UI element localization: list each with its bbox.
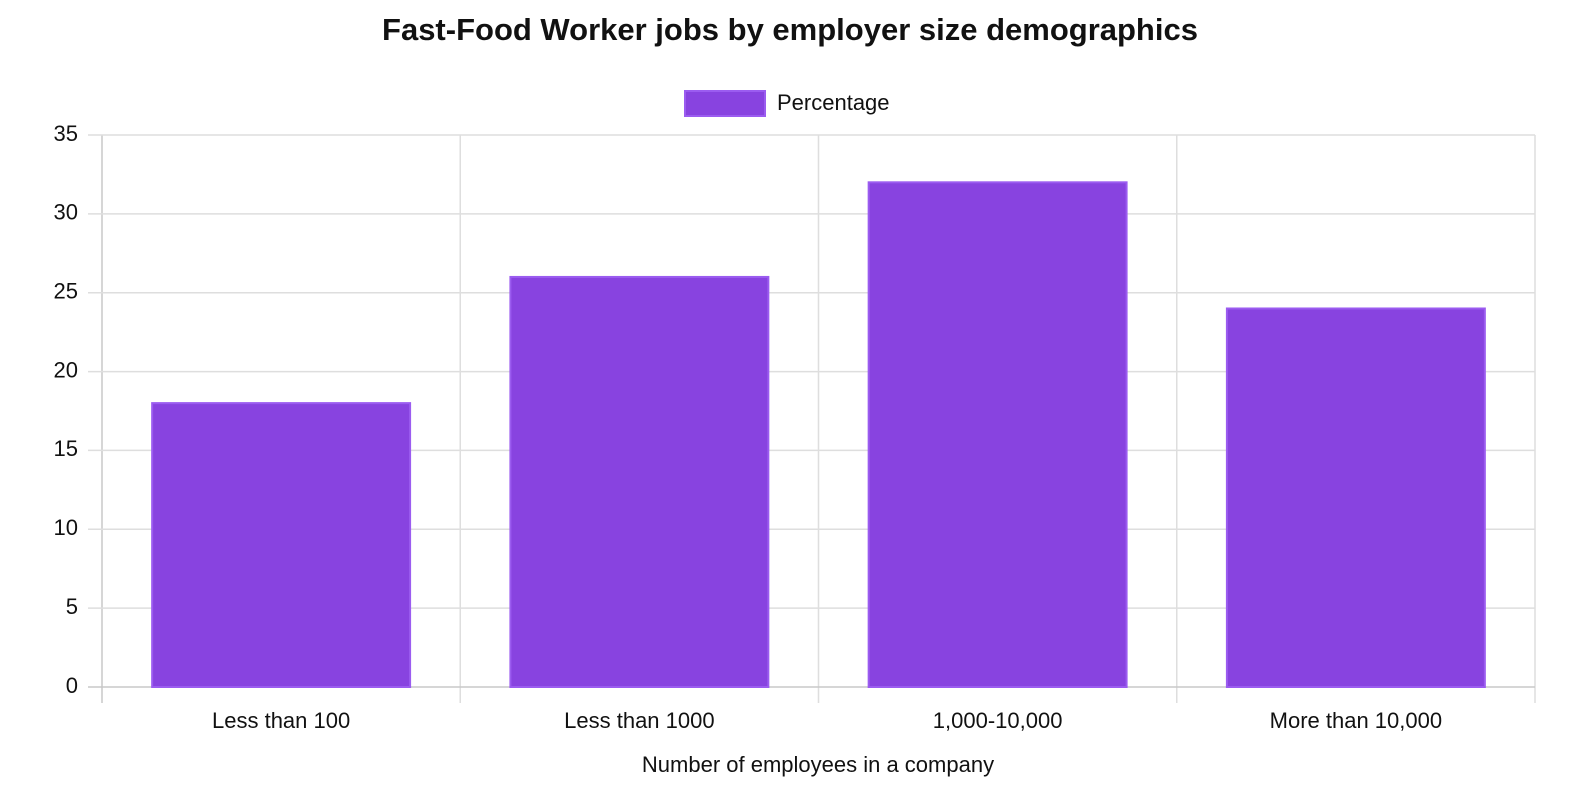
legend-swatch [684,90,766,117]
x-tick-label: Less than 100 [212,708,350,733]
y-tick-label: 20 [54,357,78,382]
y-tick-label: 30 [54,200,78,225]
y-tick-label: 25 [54,279,78,304]
bar [867,181,1128,688]
x-axis-title: Number of employees in a company [642,752,994,777]
y-tick-label: 10 [54,515,78,540]
y-tick-label: 5 [66,594,78,619]
y-tick-label: 0 [66,673,78,698]
y-tick-label: 35 [54,121,78,146]
x-tick-label: More than 10,000 [1270,708,1442,733]
y-tick-label: 15 [54,436,78,461]
x-tick-label: 1,000-10,000 [933,708,1063,733]
bar [151,402,412,688]
bar [1225,307,1486,688]
x-tick-label: Less than 1000 [564,708,714,733]
legend-label: Percentage [777,90,890,115]
bar [509,275,770,688]
chart-title: Fast-Food Worker jobs by employer size d… [382,12,1198,47]
